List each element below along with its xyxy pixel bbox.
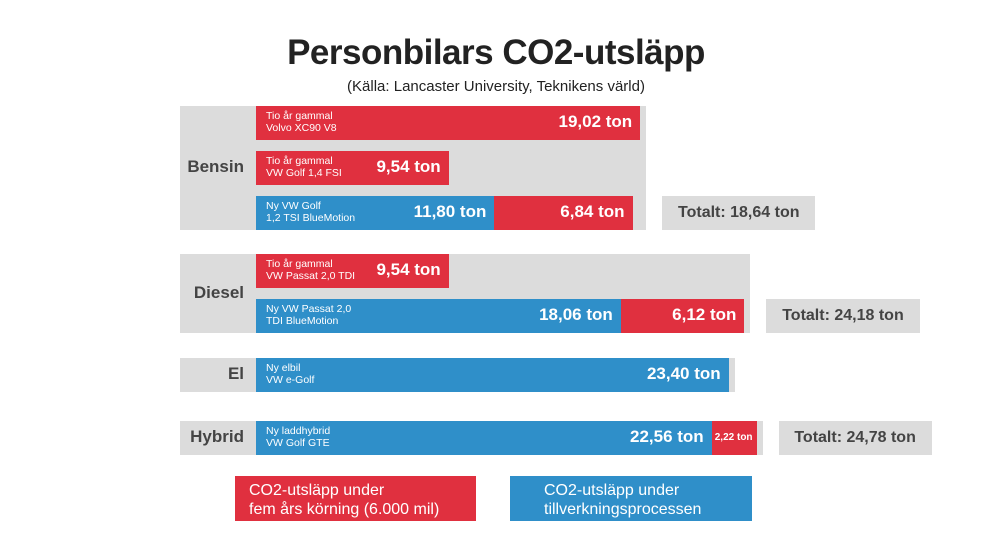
bar-caption-line: Ny VW Golf [266, 200, 321, 212]
bar-bensin-2-manufacture: Ny VW Golf 1,2 TSI BlueMotion 11,80 ton [256, 196, 495, 230]
bar-caption-line: 1,2 TSI BlueMotion [266, 212, 356, 224]
bar-value-label: 6,12 ton [672, 305, 737, 324]
bar-value-label: 18,06 ton [539, 305, 613, 324]
bar-diesel-0-drive: Tio år gammal VW Passat 2,0 TDI 9,54 ton [256, 254, 449, 288]
bar-caption-line: Ny elbil [266, 362, 301, 374]
legend-text-line: CO2-utsläpp under [544, 482, 680, 499]
chart-subtitle: (Källa: Lancaster University, Teknikens … [347, 78, 645, 95]
bar-bensin-0-drive: Tio år gammal Volvo XC90 V8 19,02 ton [256, 106, 641, 140]
legend-text-line: tillverkningsprocessen [544, 501, 702, 518]
bar-caption: Tio år gammal VW Golf 1,4 FSI [266, 155, 342, 179]
legend-text-line: fem års körning (6.000 mil) [249, 501, 440, 518]
bar-caption-line: Ny VW Passat 2,0 [266, 303, 352, 315]
bar-hybrid-0-manufacture: Ny laddhybrid VW Golf GTE 22,56 ton [256, 421, 712, 455]
bar-caption-line: Tio år gammal [266, 110, 333, 122]
bar-caption-line: VW Golf 1,4 FSI [266, 167, 342, 179]
bar-value-label: 9,54 ton [376, 157, 441, 176]
bar-caption-line: Ny laddhybrid [266, 425, 331, 437]
bar-caption: Ny laddhybrid VW Golf GTE [266, 425, 330, 449]
legend-manufacture: CO2-utsläpp under tillverkningsprocessen [510, 476, 752, 521]
bar-el-0-manufacture: Ny elbil VW e-Golf 23,40 ton [256, 358, 729, 392]
bar-caption-line: Volvo XC90 V8 [266, 122, 337, 134]
bar-caption-line: Tio år gammal [266, 258, 333, 270]
bar-value-label: 22,56 ton [630, 427, 704, 446]
bar-bensin-2-drive: 6,84 ton [494, 196, 633, 230]
bar-caption-line: TDI BlueMotion [266, 315, 339, 327]
total-bensin: Totalt: 18,64 ton [662, 196, 816, 230]
total-hybrid: Totalt: 24,78 ton [778, 421, 932, 455]
bar-value-label: 11,80 ton [413, 202, 487, 221]
bar-value-label: 23,40 ton [646, 364, 721, 383]
bar-caption: Tio år gammal Volvo XC90 V8 [266, 110, 337, 134]
chart-title: Personbilars CO2-utsläpp [287, 33, 705, 72]
bar-caption: Ny VW Golf 1,2 TSI BlueMotion [266, 200, 355, 224]
bar-caption-line: VW e-Golf [266, 374, 315, 386]
group-label-el: El [227, 364, 244, 383]
total-diesel: Totalt: 24,18 ton [766, 299, 920, 333]
bar-value-label: 19,02 ton [558, 112, 633, 131]
bar-caption: Tio år gammal VW Passat 2,0 TDI [266, 258, 355, 282]
group-label-hybrid: Hybrid [190, 427, 244, 446]
bar-caption: Ny VW Passat 2,0 TDI BlueMotion [266, 303, 351, 327]
bar-caption-line: VW Passat 2,0 TDI [266, 270, 356, 282]
bar-value-label: 6,84 ton [560, 202, 625, 221]
bar-caption-line: Tio år gammal [266, 155, 333, 167]
group-label-bensin: Bensin [187, 157, 244, 176]
bar-caption: Ny elbil VW e-Golf [266, 362, 314, 386]
bar-bensin-1-drive: Tio år gammal VW Golf 1,4 FSI 9,54 ton [256, 151, 449, 185]
group-label-diesel: Diesel [193, 282, 244, 302]
legend-drive: CO2-utsläpp under fem års körning (6.000 … [235, 476, 476, 521]
bar-value-label: 2,22 ton [714, 432, 753, 443]
bar-diesel-1-manufacture: Ny VW Passat 2,0 TDI BlueMotion 18,06 ton [256, 299, 621, 333]
bar-hybrid-0-drive: 2,22 ton [711, 421, 757, 455]
legend-text-line: CO2-utsläpp under [249, 482, 385, 499]
bar-diesel-1-drive: 6,12 ton [620, 299, 745, 333]
bar-caption-line: VW Golf GTE [266, 437, 330, 449]
bar-value-label: 9,54 ton [376, 260, 441, 279]
